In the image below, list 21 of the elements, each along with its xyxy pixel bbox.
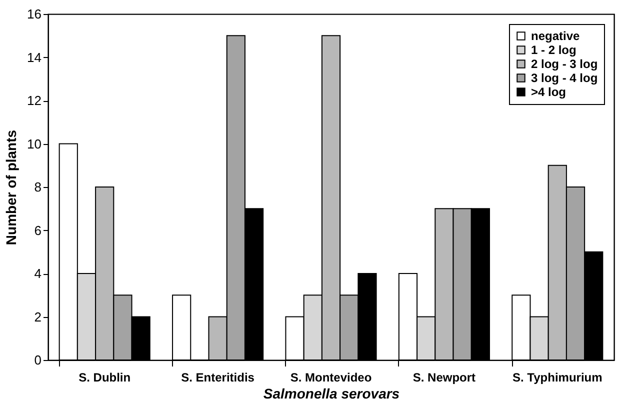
legend-label: 1 - 2 log <box>531 43 576 57</box>
y-tick-label: 14 <box>27 50 42 65</box>
x-tick-label: S. Dublin <box>78 370 131 384</box>
legend-label: negative <box>531 29 580 43</box>
x-tick-label: S. Newport <box>412 370 476 384</box>
x-tick-label: S. Typhimurium <box>512 370 602 384</box>
x-tick-label: S. Enteritidis <box>181 370 255 384</box>
y-tick-label: 16 <box>27 6 42 22</box>
y-tick-label: 8 <box>34 180 42 194</box>
x-axis-title: Salmonella serovars <box>263 386 400 402</box>
legend-label: 3 log - 4 log <box>531 71 598 85</box>
legend-label: 2 log - 3 log <box>531 57 598 71</box>
y-tick-label: 0 <box>34 352 42 368</box>
y-tick-label: 2 <box>34 309 42 324</box>
y-tick-label: 6 <box>34 222 42 238</box>
y-tick-label: 12 <box>27 93 42 108</box>
y-tick-label: 4 <box>34 266 42 281</box>
y-tick-label: 10 <box>27 136 42 152</box>
legend-label: >4 log <box>531 85 566 99</box>
x-tick-label: S. Montevideo <box>290 370 372 384</box>
y-axis-title: Number of plants <box>3 130 20 246</box>
